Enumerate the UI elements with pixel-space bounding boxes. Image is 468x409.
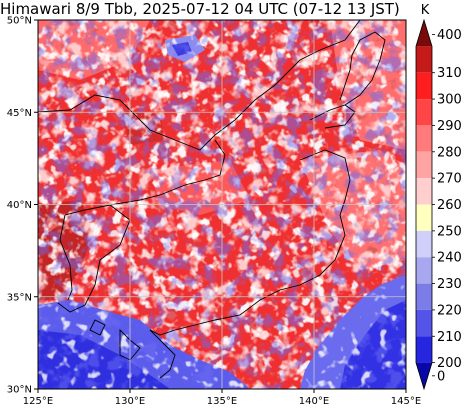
colorbar-tick-label: 290	[437, 119, 462, 134]
colorbar-segment	[416, 257, 432, 284]
colorbar-tick-label: 270	[437, 172, 462, 187]
lat-tick-label: 30°N	[7, 385, 32, 396]
colorbar-tick-label: 310	[437, 66, 462, 81]
colorbar-tick-label: 400	[437, 28, 462, 43]
lon-tick-label: 125°E	[23, 396, 53, 407]
colorbar-tick-label: 220	[437, 303, 462, 318]
colorbar-segment	[416, 46, 432, 73]
lat-tick-label: 40°N	[7, 200, 32, 211]
colorbar-segment	[416, 125, 432, 152]
colorbar-tick-label: 300	[437, 93, 462, 108]
gridlines	[38, 20, 406, 389]
colorbar-segment	[416, 336, 432, 363]
colorbar-segment	[416, 362, 432, 389]
colorbar-tick-label: 240	[437, 251, 462, 266]
latitude-ticks: 30°N 35°N 40°N 45°N 50°N	[7, 16, 38, 396]
map-title: Himawari 8/9 Tbb, 2025-07-12 04 UTC (07-…	[0, 0, 400, 18]
colorbar-segment	[416, 151, 432, 179]
colorbar-segment	[416, 230, 432, 258]
colorbar-tick-label: 230	[437, 277, 462, 292]
coastlines	[38, 20, 386, 379]
colorbar-tick-label: 200	[437, 356, 462, 371]
lon-tick-label: 130°E	[115, 396, 145, 407]
lat-tick-label: 35°N	[7, 292, 32, 303]
colorbar-unit-label: K	[421, 3, 430, 18]
lon-tick-label: 145°E	[391, 396, 421, 407]
colorbar: 400 310 300 290 280 270 260 250 240 230 220 210 2000…	[415, 3, 462, 391]
colorbar-tick-label: 250	[437, 224, 462, 239]
colorbar-tick-label: 260	[437, 198, 462, 213]
lon-tick-label: 140°E	[299, 396, 329, 407]
colorbar-segment	[416, 178, 432, 205]
lat-tick-label: 45°N	[7, 108, 32, 119]
colorbar-tick-label: 0	[437, 369, 445, 384]
colorbar-segment	[416, 204, 432, 231]
colorbar-segment	[416, 72, 432, 100]
colorbar-segment	[416, 283, 432, 310]
colorbar-outline	[415, 18, 433, 391]
longitude-ticks: 125°E 130°E 135°E 140°E 145°E	[23, 389, 421, 407]
lon-tick-label: 135°E	[207, 396, 237, 407]
colorbar-segment	[416, 99, 432, 126]
lat-tick-label: 50°N	[7, 16, 32, 27]
colorbar-tick-label: 210	[437, 330, 462, 345]
colorbar-segment	[416, 309, 432, 337]
colorbar-tick-label: 280	[437, 145, 462, 160]
colorbar-segment	[416, 20, 432, 47]
